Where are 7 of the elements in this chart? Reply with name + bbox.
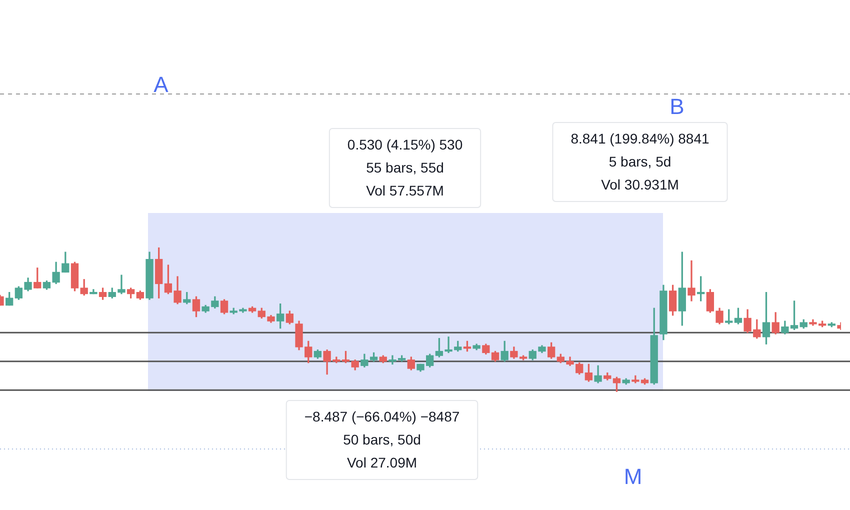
text: 0.530 (4.15%) 530 55 bars, 55d Vol 57.557M (347, 136, 463, 198)
text: 8.841 (199.84%) 8841 5 bars, 5d Vol 30.931M (570, 130, 710, 192)
candlestick (688, 260, 696, 302)
text: A (154, 72, 169, 98)
text: −8.487 (−66.04%) −8487 50 bars, 50d Vol 27.09M (304, 408, 460, 470)
text: M (624, 464, 642, 490)
text: B (670, 94, 684, 120)
